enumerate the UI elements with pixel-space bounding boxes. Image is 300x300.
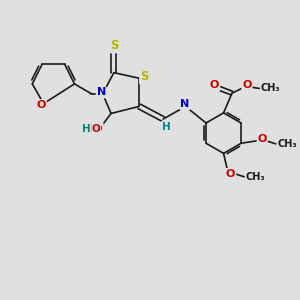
Text: N: N xyxy=(180,99,190,109)
Text: O: O xyxy=(242,80,252,90)
Text: H: H xyxy=(161,122,170,132)
Text: CH₃: CH₃ xyxy=(261,83,280,93)
Text: S: S xyxy=(140,70,148,83)
Text: S: S xyxy=(110,39,118,52)
Text: H: H xyxy=(82,124,91,134)
Text: CH₃: CH₃ xyxy=(277,139,297,149)
Text: O: O xyxy=(37,100,46,110)
Text: O: O xyxy=(226,169,235,179)
Text: CH₃: CH₃ xyxy=(245,172,265,182)
Text: O: O xyxy=(210,80,219,90)
Text: N: N xyxy=(97,87,106,97)
Text: O: O xyxy=(92,124,100,134)
Text: HO: HO xyxy=(85,124,103,134)
Text: O: O xyxy=(257,134,267,144)
